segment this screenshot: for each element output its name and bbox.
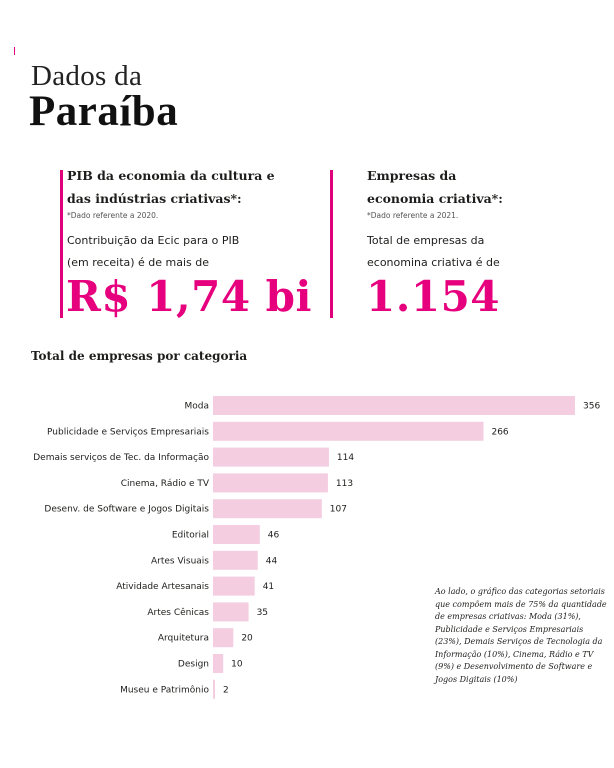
corner-mark <box>14 47 15 55</box>
value-label: 2 <box>223 685 229 695</box>
page-title-line1: Dados da <box>31 60 143 92</box>
bar-6 <box>213 550 258 570</box>
value-label: 113 <box>336 479 353 489</box>
chart-title: Total de empresas por categoria <box>31 349 248 363</box>
bar-chart: Moda 356 Publicidade e Serviços Empresaria… <box>33 396 600 699</box>
value-label: 35 <box>257 608 268 618</box>
category-label: Artes Cênicas <box>147 607 209 618</box>
category-label: Editorial <box>172 531 209 541</box>
category-label: Cinema, Rádio e TV <box>121 479 210 489</box>
kpi-gdp-note: *Dado referente a 2020. <box>67 211 159 220</box>
value-label: 10 <box>231 660 243 670</box>
bar-8 <box>213 602 249 622</box>
category-label: Publicidade e Serviços Empresariais <box>47 427 209 437</box>
kpi-accent-bar <box>330 170 333 318</box>
category-label: Museu e Patrimônio <box>120 684 209 695</box>
kpi-gdp-value: R$ 1,74 bi <box>66 272 312 321</box>
bar-9 <box>213 628 234 648</box>
category-label: Moda <box>185 402 210 412</box>
bar-11 <box>213 679 216 699</box>
category-label: Demais serviços de Tec. da Informação <box>33 453 209 463</box>
bar-4 <box>213 499 322 519</box>
kpi-gdp-heading: PIB da economia da cultura e das indústr… <box>67 168 275 206</box>
kpi-companies-note: *Dado referente a 2021. <box>367 211 459 220</box>
kpi-gdp-description: Contribuição da Ecic para o PIB (em rece… <box>67 234 240 269</box>
bar-7 <box>213 576 255 596</box>
category-label: Design <box>178 660 209 670</box>
bar-5 <box>213 525 260 544</box>
kpi-accent-bar <box>60 170 63 318</box>
kpi-companies-description: Total de empresas da economina criativa … <box>367 234 500 269</box>
bar-3 <box>213 473 328 493</box>
bar-2 <box>213 447 329 467</box>
page-title-line2: Paraíba <box>29 88 179 135</box>
category-label: Desenv. de Software e Jogos Digitais <box>44 505 209 515</box>
category-label: Atividade Artesanais <box>116 582 209 592</box>
category-label: Arquitetura <box>158 634 209 644</box>
value-label: 266 <box>491 427 508 437</box>
value-label: 46 <box>268 531 280 541</box>
bar-1 <box>213 421 484 441</box>
chart-side-note: Ao lado, o gráfico das categorias setori… <box>435 587 607 684</box>
value-label: 356 <box>583 402 600 412</box>
kpi-companies-heading: Empresas da economia criativa*: <box>367 168 503 206</box>
value-label: 107 <box>330 505 347 515</box>
bar-10 <box>213 654 224 673</box>
value-label: 44 <box>266 556 278 566</box>
value-label: 20 <box>241 634 253 644</box>
value-label: 41 <box>263 582 274 592</box>
kpi-companies-value: 1.154 <box>366 272 501 321</box>
bar-0 <box>213 396 575 415</box>
category-label: Artes Visuais <box>151 556 209 566</box>
value-label: 114 <box>337 453 354 463</box>
